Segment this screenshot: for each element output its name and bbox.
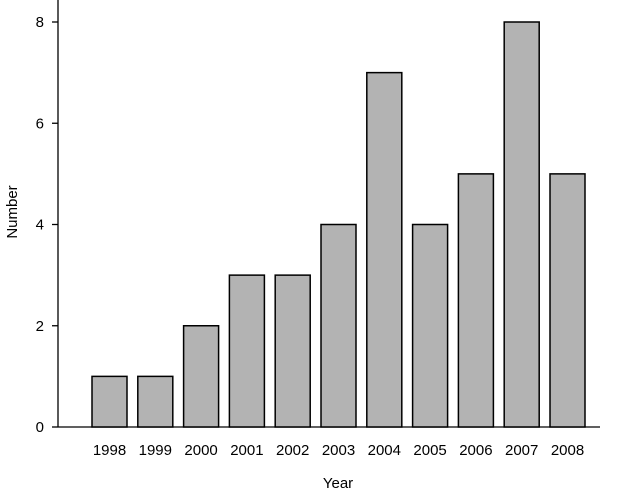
x-tick-label: 2005 bbox=[413, 442, 446, 459]
bar bbox=[503, 21, 540, 428]
y-tick-label: 6 bbox=[36, 115, 44, 132]
y-tick-label: 8 bbox=[36, 14, 44, 31]
x-tick-label: 1998 bbox=[93, 442, 126, 459]
y-axis-label: Number bbox=[4, 185, 21, 238]
x-tick-label: 2002 bbox=[276, 442, 309, 459]
x-tick-label: 2000 bbox=[184, 442, 217, 459]
x-tick-label: 1999 bbox=[139, 442, 172, 459]
y-tick-label: 0 bbox=[36, 419, 44, 436]
x-tick-label: 2008 bbox=[551, 442, 584, 459]
y-tick-label: 2 bbox=[36, 318, 44, 335]
x-tick-label: 2007 bbox=[505, 442, 538, 459]
x-tick-label: 2003 bbox=[322, 442, 355, 459]
y-tick-label: 4 bbox=[36, 217, 44, 234]
x-tick-label: 2004 bbox=[368, 442, 401, 459]
bar bbox=[228, 274, 266, 428]
bar bbox=[549, 173, 586, 428]
bar bbox=[366, 71, 403, 428]
x-axis-label: Year bbox=[323, 475, 353, 492]
x-tick-label: 2006 bbox=[459, 442, 492, 459]
x-tick-label: 2001 bbox=[230, 442, 263, 459]
bar bbox=[91, 375, 128, 428]
bar bbox=[411, 223, 449, 428]
bar bbox=[320, 223, 357, 428]
bar bbox=[274, 274, 311, 428]
bar bbox=[137, 375, 174, 428]
bar bbox=[457, 173, 495, 428]
bar bbox=[182, 325, 220, 428]
